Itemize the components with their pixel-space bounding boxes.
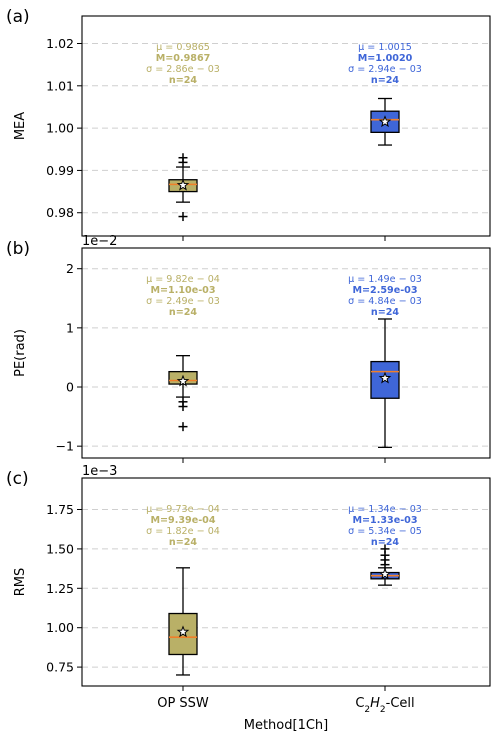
mean-marker (378, 567, 392, 580)
y-axis-label: RMS (13, 568, 28, 597)
y-tick-label: 1.00 (46, 121, 74, 136)
mean-marker (378, 371, 392, 384)
stat-median: M=2.59e-03 (352, 285, 417, 296)
stat-sigma: σ = 2.49e − 03 (146, 296, 220, 307)
stat-median: M=1.33e-03 (352, 515, 417, 526)
offset-text: 1e−2 (82, 234, 117, 249)
mean-marker (176, 374, 190, 387)
stat-sigma: σ = 2.86e − 03 (146, 64, 220, 75)
mean-marker (176, 625, 190, 638)
stat-n: n=24 (169, 75, 198, 86)
mean-marker (176, 178, 190, 191)
outlier-marker (178, 402, 188, 412)
stat-median: M=1.0020 (358, 53, 413, 64)
stat-n: n=24 (371, 537, 400, 548)
axes-frame (81, 477, 491, 687)
y-tick-label: 0.98 (46, 205, 74, 220)
stat-median: M=9.39e-04 (150, 515, 215, 526)
x-tick-label: C2H2-Cell (355, 696, 414, 715)
y-tick-label: 1.00 (46, 620, 74, 635)
stat-mean: μ = 9.73e − 04 (146, 504, 220, 515)
y-tick-label: 1.75 (46, 502, 74, 517)
axes-frame (81, 15, 491, 237)
x-tick-label: OP SSW (157, 696, 209, 711)
axes-frame (81, 247, 491, 459)
offset-text: 1e−3 (82, 464, 117, 479)
y-tick-label: 1.02 (46, 36, 74, 51)
stat-median: M=0.9867 (156, 53, 211, 64)
stat-sigma: σ = 4.84e − 03 (348, 296, 422, 307)
stat-mean: μ = 1.0015 (358, 42, 412, 53)
outlier-marker (380, 544, 390, 554)
y-tick-label: 1.25 (46, 581, 74, 596)
stat-sigma: σ = 5.34e − 05 (348, 526, 422, 537)
panel-a: 0.98 0.99 1.00 1.01 1.02 (a) MEA μ = 0.9865M=0.… (6, 7, 491, 241)
panel-label: (b) (6, 239, 30, 259)
y-tick-label: 0 (66, 380, 74, 395)
stat-sigma: σ = 2.94e − 03 (348, 64, 422, 75)
stat-n: n=24 (169, 307, 198, 318)
outlier-marker (178, 212, 188, 222)
stat-sigma: σ = 1.82e − 04 (146, 526, 220, 537)
stat-median: M=1.10e-03 (150, 285, 215, 296)
box-op-ssw: μ = 9.82e − 04M=1.10e-03σ = 2.49e − 03n=… (146, 274, 220, 432)
box-c2h2-cell: μ = 1.34e − 03M=1.33e-03σ = 5.34e − 05n=… (348, 504, 422, 586)
stat-mean: μ = 1.34e − 03 (348, 504, 422, 515)
panel-label: (c) (6, 469, 29, 489)
stat-mean: μ = 0.9865 (156, 42, 210, 53)
mean-marker (378, 115, 392, 128)
stat-mean: μ = 9.82e − 04 (146, 274, 220, 285)
y-axis-label: MEA (13, 112, 28, 140)
panel-c: 0.75 1.00 1.25 1.50 1.75 (c) RMS 1e−3 μ = 9.73e … (6, 464, 491, 691)
y-tick-label: 0.99 (46, 163, 74, 178)
y-tick-label: 2 (66, 261, 74, 276)
outlier-marker (178, 153, 188, 163)
outlier-marker (178, 422, 188, 432)
box-op-ssw: μ = 9.73e − 04M=9.39e-04σ = 1.82e − 04n=… (146, 504, 220, 676)
stat-n: n=24 (371, 307, 400, 318)
box-body (168, 612, 198, 656)
panel-b: −1 0 1 2 (b) PE(rad) 1e−2 μ = 9.82e − 04M=1.10e… (6, 234, 491, 463)
stat-n: n=24 (371, 75, 400, 86)
y-axis-label: PE(rad) (13, 329, 28, 377)
stat-n: n=24 (169, 537, 198, 548)
box-c2h2-cell: μ = 1.49e − 03M=2.59e-03σ = 4.84e − 03n=… (348, 274, 422, 449)
y-tick-label: 1.01 (46, 78, 74, 93)
x-axis-label: Method[1Ch] (244, 718, 329, 733)
y-tick-label: 1.50 (46, 541, 74, 556)
y-tick-label: −1 (56, 439, 74, 454)
y-tick-label: 0.75 (46, 660, 74, 675)
panel-label: (a) (6, 7, 30, 27)
y-tick-label: 1 (66, 320, 74, 335)
stat-mean: μ = 1.49e − 03 (348, 274, 422, 285)
